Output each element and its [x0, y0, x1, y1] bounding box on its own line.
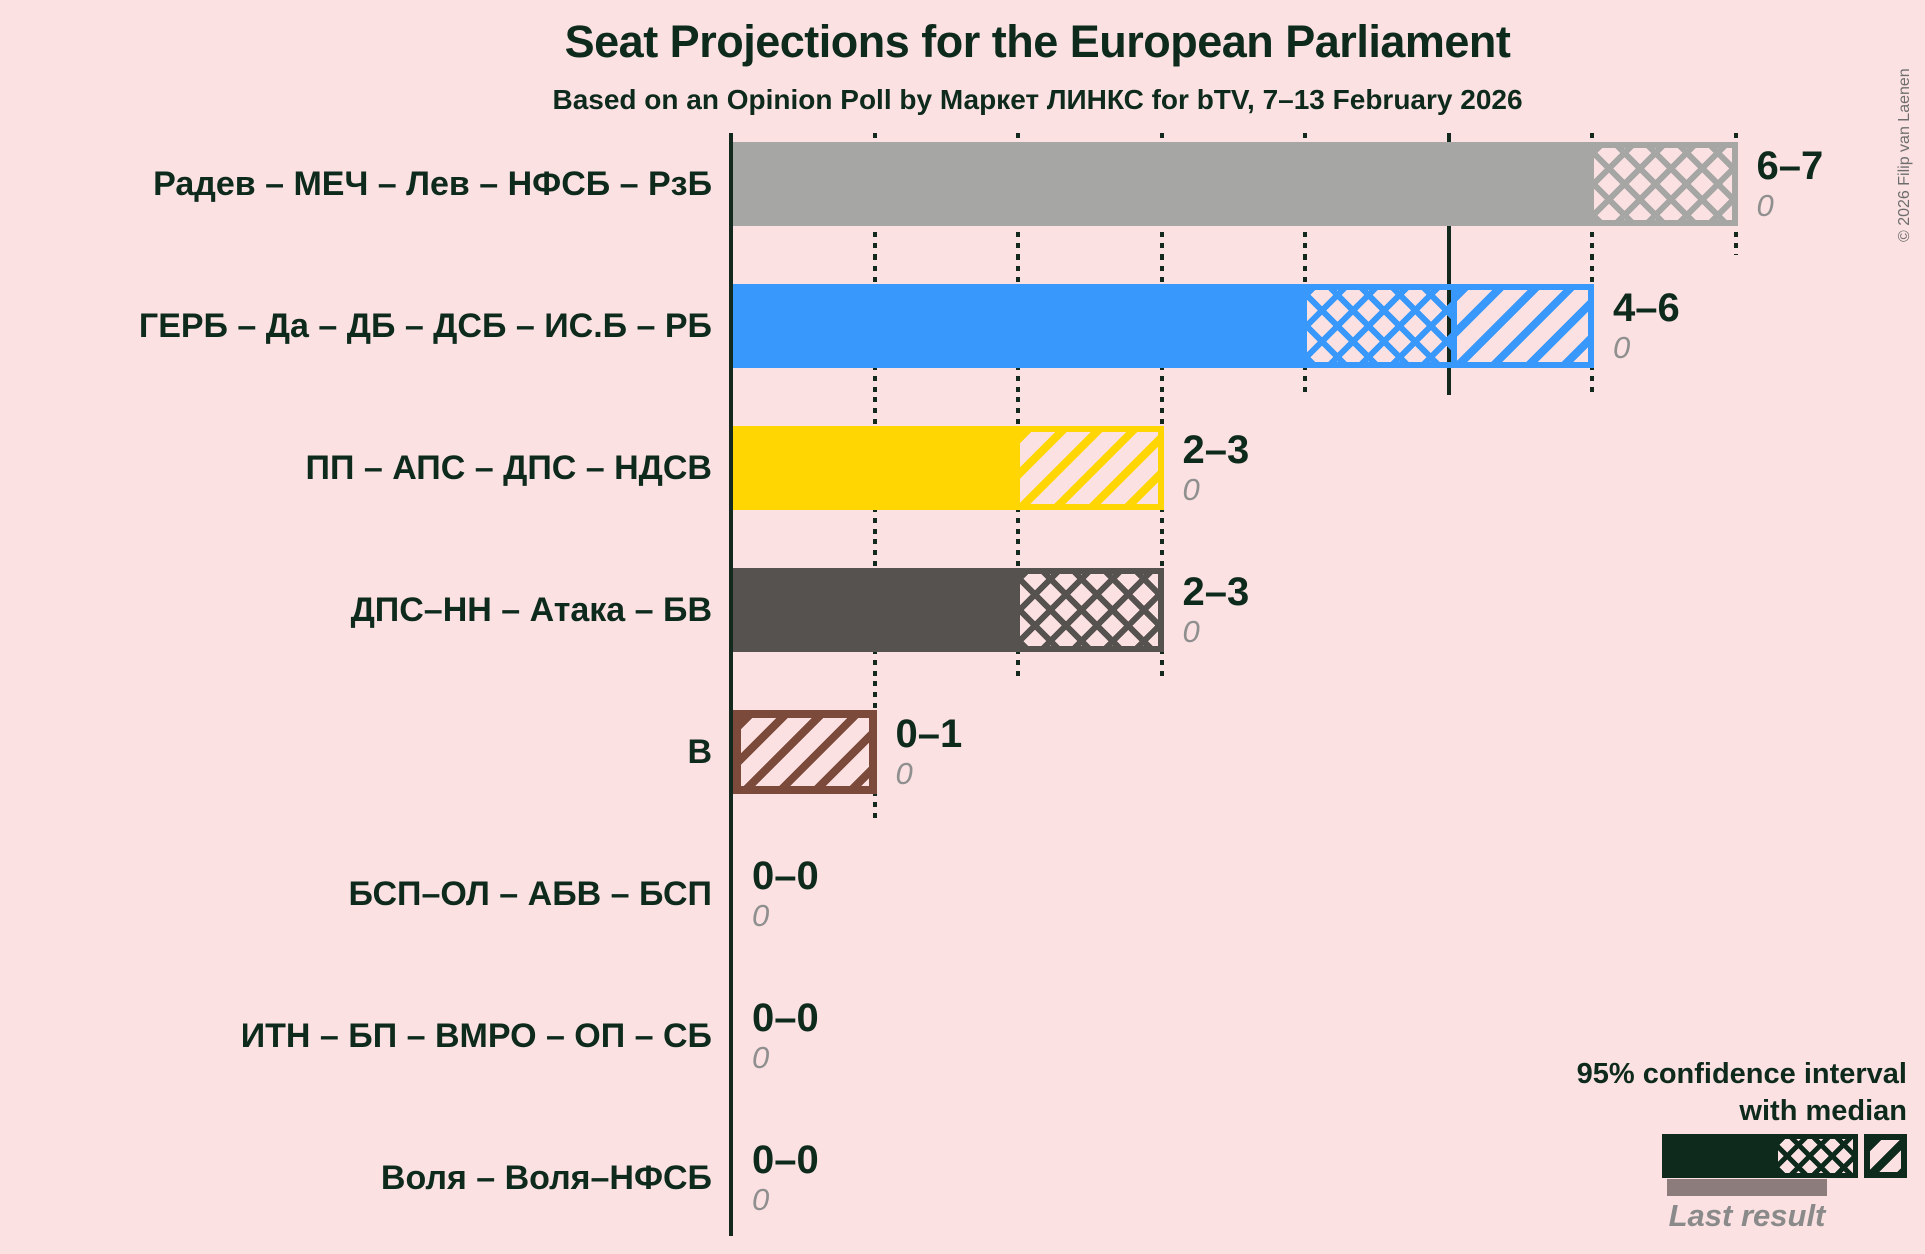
chart-title: Seat Projections for the European Parlia…	[564, 16, 1511, 67]
bar-crosshatch-segment	[1594, 148, 1732, 220]
ci-value: 0–0	[752, 1137, 819, 1182]
value-block: 0–0 0	[752, 965, 819, 1107]
bar-diagonal-segment	[1020, 432, 1158, 504]
last-result-value: 0	[752, 1181, 770, 1217]
legend-last-result-label: Last result	[1668, 1198, 1826, 1233]
party-label: ДПС–НН – Атака – БВ	[350, 590, 712, 629]
confidence-interval-bar	[733, 142, 1738, 226]
majority-threshold-line	[1447, 133, 1451, 395]
bar-diagonal-segment	[1450, 290, 1588, 362]
legend-crosshatch-segment	[1778, 1134, 1858, 1178]
ci-value: 2–3	[1182, 427, 1250, 472]
party-label: ПП – АПС – ДПС – НДСВ	[305, 448, 712, 487]
last-result-value: 0	[1756, 187, 1774, 223]
confidence-interval-bar	[733, 568, 1164, 652]
bar-crosshatch-segment	[1020, 574, 1158, 646]
last-result-value: 0	[752, 897, 770, 933]
bar-crosshatch-segment	[1307, 290, 1451, 362]
chart-subtitle: Based on an Opinion Poll by Маркет ЛИНКС…	[552, 84, 1523, 115]
ci-value: 0–0	[752, 853, 819, 898]
bar-solid-segment	[739, 148, 1594, 220]
value-block: 0–0 0	[752, 823, 819, 965]
ci-value: 2–3	[1182, 569, 1250, 614]
ci-value: 0–1	[895, 711, 963, 756]
legend-solid-segment	[1662, 1134, 1778, 1178]
last-result-value: 0	[1182, 471, 1200, 507]
ci-value: 6–7	[1756, 143, 1824, 188]
bar-diagonal-segment	[741, 718, 869, 786]
party-label: Радев – МЕЧ – Лев – НФСБ – РзБ	[153, 164, 712, 203]
bar-solid-segment	[739, 290, 1307, 362]
bar-solid-segment	[739, 432, 1020, 504]
party-label: Воля – Воля–НФСБ	[380, 1158, 712, 1197]
value-block: 0–0 0	[752, 1107, 819, 1249]
confidence-interval-bar	[733, 284, 1594, 368]
legend-last-result-bar	[1667, 1179, 1827, 1196]
party-label: В	[687, 732, 712, 771]
confidence-interval-bar	[733, 710, 877, 794]
legend-ci-bar	[1662, 1134, 1907, 1178]
y-axis-line	[729, 133, 733, 1236]
bar-solid-segment	[739, 574, 1020, 646]
last-result-value: 0	[1182, 613, 1200, 649]
legend-ci-line1: 95% confidence interval	[1576, 1058, 1907, 1090]
ci-value: 4–6	[1613, 285, 1680, 330]
last-result-value: 0	[895, 755, 913, 791]
last-result-value: 0	[1613, 329, 1631, 365]
ci-value: 0–0	[752, 995, 819, 1040]
party-label: ИТН – БП – ВМРО – ОП – СБ	[240, 1016, 712, 1055]
legend-ci-line2: with median	[1739, 1095, 1907, 1128]
party-label: БСП–ОЛ – АБВ – БСП	[348, 874, 712, 913]
value-block: 2–3 0	[1183, 397, 1250, 539]
value-block: 2–3 0	[1183, 539, 1250, 681]
value-block: 4–6 0	[1613, 255, 1680, 397]
legend-diagonal-segment	[1864, 1134, 1907, 1178]
legend-title: 95% confidence interval with median	[1307, 1056, 1907, 1130]
value-block: 6–7 0	[1757, 113, 1824, 255]
confidence-interval-bar	[733, 426, 1164, 510]
value-block: 0–1 0	[896, 681, 963, 823]
party-label: ГЕРБ – Да – ДБ – ДСБ – ИС.Б – РБ	[138, 306, 712, 345]
last-result-value: 0	[752, 1039, 770, 1075]
copyright-text: © 2026 Filip van Laenen	[1896, 68, 1913, 242]
